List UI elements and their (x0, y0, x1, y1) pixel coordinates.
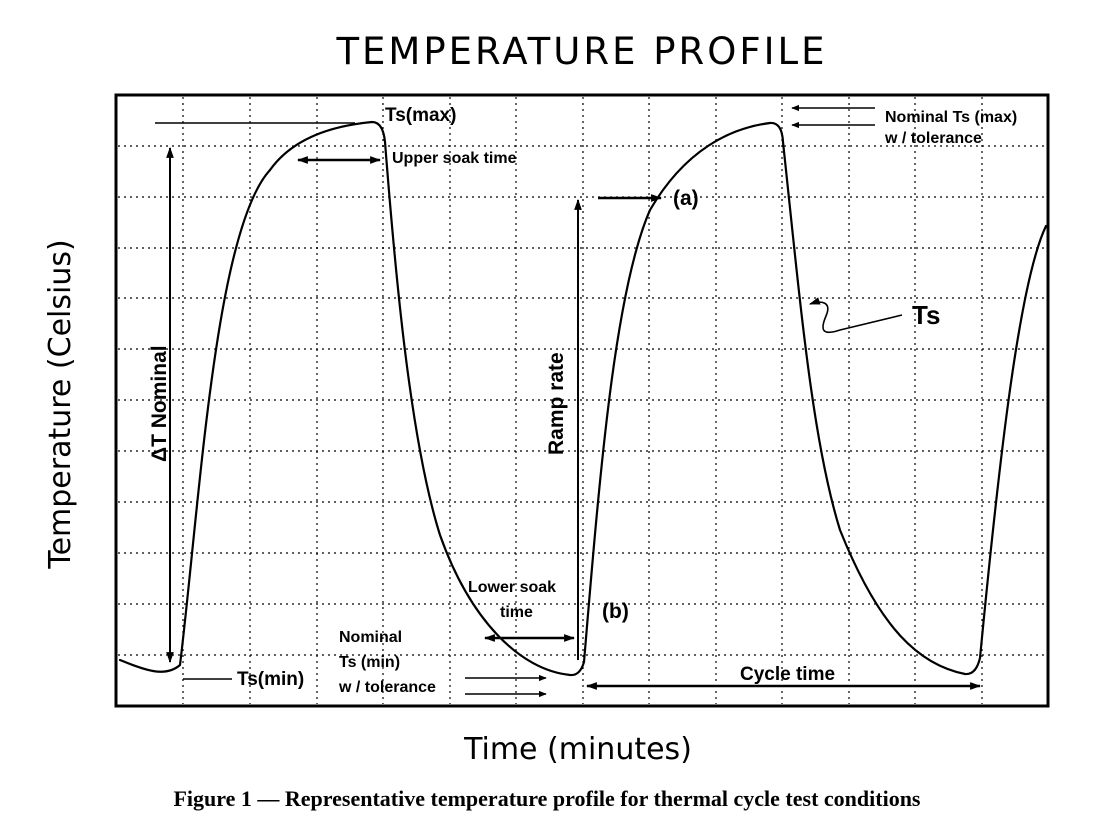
temperature-curve (118, 120, 1048, 677)
ts-min-label: Ts(min) (237, 669, 304, 690)
nominal-min-label-line1: Nominal (339, 629, 402, 646)
ts-label: Ts (912, 300, 940, 330)
nominal-min-label-line3: w / tolerance (338, 679, 436, 696)
lower-soak-label-line1: Lower soak (468, 579, 556, 596)
ts-leader-line (808, 297, 903, 334)
y-axis-label: Temperature (Celsius) (43, 239, 78, 569)
ts-max-label: Ts(max) (385, 105, 456, 126)
point-b-label: (b) (602, 600, 629, 623)
nominal-max-label-line1: Nominal Ts (max) (885, 109, 1017, 126)
upper-soak-label: Upper soak time (392, 150, 517, 167)
cycle-time-label: Cycle time (740, 664, 835, 685)
delta-t-label: ΔT Nominal (148, 345, 171, 462)
point-a-label: (a) (673, 187, 699, 210)
chart-title: TEMPERATURE PROFILE (335, 30, 827, 73)
lower-soak-label-line2: time (500, 604, 533, 621)
x-axis-label: Time (minutes) (463, 732, 692, 767)
nominal-min-label-line2: Ts (min) (339, 654, 400, 671)
plot-grid (118, 97, 1046, 704)
plot-frame (114, 93, 1050, 708)
figure-caption: Figure 1 — Representative temperature pr… (173, 786, 920, 811)
nominal-max-label-line2: w / tolerance (884, 130, 982, 147)
ramp-rate-label: Ramp rate (545, 352, 568, 455)
